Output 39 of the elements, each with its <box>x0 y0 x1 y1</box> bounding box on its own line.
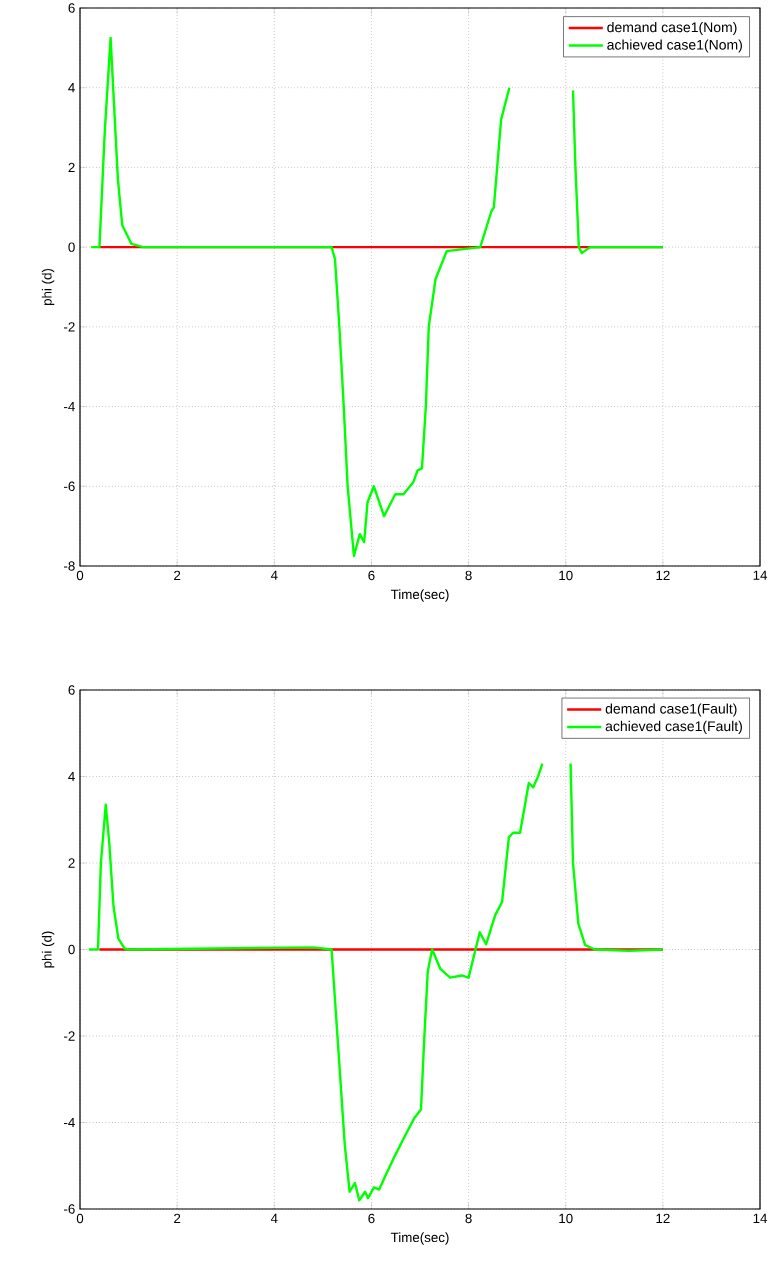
x-tick-label: 0 <box>76 1213 84 1224</box>
y-tick-label: -6 <box>64 481 75 491</box>
x-tick-label: 12 <box>656 1213 670 1224</box>
y-tick-label: -8 <box>64 561 75 571</box>
x-tick-label: 6 <box>368 1213 375 1224</box>
y-tick-label: 2 <box>68 858 75 868</box>
x-tick-label: 2 <box>174 570 181 581</box>
legend-label: demand case1(Nom) <box>607 21 737 36</box>
y-axis-title: phi (d) <box>41 268 55 306</box>
y-tick-label: 4 <box>68 83 75 93</box>
y-tick-label: -2 <box>64 1031 75 1041</box>
x-tick-label: 12 <box>656 570 670 581</box>
x-tick-label: 8 <box>465 1213 472 1224</box>
y-tick-label: 0 <box>68 242 75 252</box>
y-tick-label: -2 <box>64 322 75 332</box>
y-tick-label: -4 <box>64 401 75 412</box>
x-tick-label: 6 <box>368 570 375 581</box>
x-tick-label: 4 <box>270 1213 278 1223</box>
legend-label: achieved case1(Nom) <box>607 39 742 53</box>
x-tick-label: 0 <box>76 570 84 581</box>
y-tick-label: 0 <box>68 944 75 955</box>
x-tick-label: 14 <box>753 1213 768 1223</box>
y-tick-label: -6 <box>64 1204 75 1214</box>
y-axis-title: phi (d) <box>41 931 55 968</box>
x-axis-title: Time(sec) <box>390 589 449 602</box>
y-tick-label: 6 <box>68 3 75 13</box>
x-tick-label: 4 <box>270 570 278 580</box>
x-axis-title: Time(sec) <box>390 1232 449 1245</box>
legend-label: achieved case1(Fault) <box>605 720 742 734</box>
y-tick-label: 6 <box>68 685 75 695</box>
x-tick-label: 8 <box>465 570 472 581</box>
legend-label: demand case1(Fault) <box>605 703 737 717</box>
x-tick-label: 10 <box>559 1213 573 1224</box>
y-tick-label: 4 <box>68 771 75 782</box>
y-tick-label: 2 <box>68 162 75 173</box>
x-tick-label: 10 <box>559 570 573 581</box>
x-tick-label: 14 <box>753 570 768 580</box>
y-tick-label: -4 <box>64 1117 75 1128</box>
x-tick-label: 2 <box>174 1213 181 1224</box>
